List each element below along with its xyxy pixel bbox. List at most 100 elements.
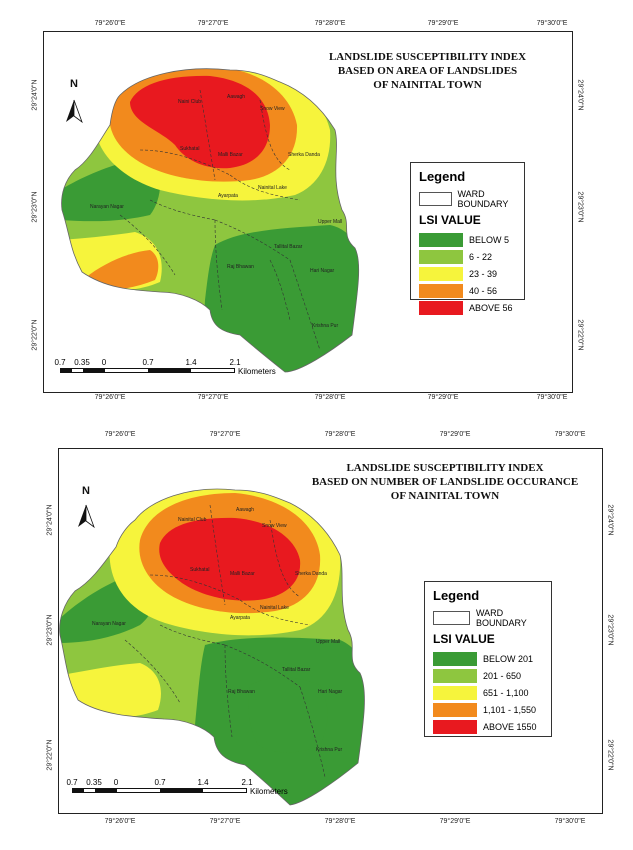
susceptibility-map-occurrence: Nainital Club Aawagh Snow View Sukhatal … — [59, 488, 365, 806]
place-label: Krishna Pur — [316, 747, 342, 753]
place-label: Narayan Nagar — [90, 204, 124, 210]
lon-tick: 79°27'0"E — [197, 394, 229, 401]
legend-boundary-row: WARD BOUNDARY — [433, 607, 543, 628]
place-label: Hari Nagar — [318, 689, 343, 695]
north-label: N — [82, 485, 90, 497]
legend-swatch — [419, 300, 463, 315]
scale-label: 2.1 — [229, 358, 241, 367]
scale-label: 2.1 — [241, 778, 253, 787]
place-label: Krishna Pur — [312, 323, 338, 329]
lsi-zone-651-1100 — [62, 663, 161, 718]
lon-tick: 79°26'0"E — [94, 20, 126, 27]
legend-title: Legend — [419, 169, 466, 184]
place-label: Snow View — [262, 523, 287, 529]
scale-label: 0.7 — [154, 778, 166, 787]
legend-class-row: 23 - 39 — [419, 265, 516, 282]
legend-swatch — [433, 651, 477, 666]
place-label: Sherka Danda — [288, 152, 320, 158]
place-label: Raj Bhawan — [228, 689, 255, 695]
legend-value-title: LSI VALUE — [419, 213, 481, 227]
place-label: Hari Nagar — [310, 268, 335, 274]
legend-class-row: 201 - 650 — [433, 667, 543, 684]
ward-boundary-swatch — [433, 610, 470, 625]
scale-label: 0 — [101, 358, 107, 367]
place-label: Sukhatal — [190, 567, 209, 573]
legend-swatch — [419, 232, 463, 247]
place-label: Tallital Bazar — [282, 667, 311, 673]
legend-class-label: 23 - 39 — [469, 268, 498, 279]
place-label: Narayan Nagar — [92, 621, 126, 627]
north-label: N — [70, 78, 78, 90]
map-legend: Legend WARD BOUNDARY LSI VALUE BELOW 5 6… — [410, 162, 525, 315]
lon-tick: 79°27'0"E — [197, 20, 229, 27]
legend-class-label: ABOVE 56 — [469, 302, 513, 313]
place-label: Naini Club — [178, 99, 201, 105]
lon-tick: 79°28'0"E — [314, 20, 346, 27]
ward-boundary-swatch — [419, 191, 452, 206]
place-label: Nainital Lake — [260, 605, 289, 611]
scale-label: 0.35 — [74, 358, 90, 367]
legend-boundary-label: WARD BOUNDARY — [475, 607, 527, 628]
scale-label: 0.7 — [142, 358, 154, 367]
lon-tick: 79°29'0"E — [427, 394, 459, 401]
lon-tick: 79°27'0"E — [209, 431, 241, 438]
scale-label: 1.4 — [185, 358, 197, 367]
legend-title: Legend — [433, 588, 480, 603]
lon-tick: 79°30'0"E — [554, 818, 586, 825]
legend-boundary-row: WARD BOUNDARY — [419, 189, 516, 209]
lon-tick: 79°26'0"E — [104, 818, 136, 825]
legend-swatch — [419, 266, 463, 281]
place-label: Aawagh — [227, 94, 245, 100]
lon-tick: 79°28'0"E — [324, 818, 356, 825]
place-label: Malli Bazar — [230, 571, 255, 577]
lsi-zone-40-56 — [85, 250, 159, 291]
lon-tick: 79°30'0"E — [554, 431, 586, 438]
lon-tick: 79°26'0"E — [94, 394, 126, 401]
legend-class-row: ABOVE 1550 — [433, 718, 543, 735]
map-legend: Legend WARD BOUNDARY LSI VALUE BELOW 201… — [424, 581, 552, 737]
scale-label: 0 — [113, 778, 119, 787]
legend-class-label: 6 - 22 — [469, 251, 493, 262]
title-line: LANDSLIDE SUSCEPTIBILITY INDEX — [328, 51, 527, 63]
legend-swatch — [419, 249, 463, 264]
place-label: Upper Mall — [318, 219, 342, 225]
scale-label: 0.7 — [66, 778, 78, 787]
map-panel-occurrence-based: 79°26'0"E 79°27'0"E 79°28'0"E 79°29'0"E … — [0, 425, 633, 850]
place-label: Snow View — [260, 106, 285, 112]
legend-class-label: 40 - 56 — [469, 285, 498, 296]
title-line: LANDSLIDE SUSCEPTIBILITY INDEX — [346, 462, 544, 474]
scale-bar: 0.7 0.35 0 0.7 1.4 2.1 Kilometers — [54, 358, 275, 376]
title-line: BASED ON AREA OF LANDSLIDES — [337, 65, 518, 77]
place-label: Ayarpata — [218, 193, 238, 199]
legend-class-label: 1,101 - 1,550 — [483, 704, 537, 715]
north-arrow-icon — [78, 504, 95, 529]
legend-class-row: BELOW 5 — [419, 231, 516, 248]
title-line: OF NAINITAL TOWN — [373, 79, 482, 91]
north-arrow-icon — [66, 99, 83, 124]
legend-class-label: 201 - 650 — [483, 670, 522, 681]
place-label: Tallital Bazar — [274, 244, 303, 250]
ward-boundaries — [119, 89, 321, 351]
place-label: Malli Bazar — [218, 152, 243, 158]
scale-label: 0.35 — [86, 778, 102, 787]
lsi-zone-above-1550 — [159, 517, 301, 601]
legend-class-row: 40 - 56 — [419, 282, 516, 299]
place-label: Aawagh — [236, 507, 254, 513]
lon-tick: 79°28'0"E — [324, 431, 356, 438]
lon-tick: 79°29'0"E — [427, 20, 459, 27]
legend-swatch — [433, 668, 477, 683]
lsi-zone-above-56 — [130, 75, 270, 169]
lon-tick: 79°29'0"E — [439, 431, 471, 438]
map-title: LANDSLIDE SUSCEPTIBILITY INDEX BASED ON … — [300, 461, 590, 503]
place-label: Nainital Lake — [258, 185, 287, 191]
title-line: OF NAINITAL TOWN — [390, 490, 500, 502]
legend-swatch — [419, 283, 463, 298]
lsi-zone-below-201 — [248, 677, 328, 753]
lon-tick: 79°26'0"E — [104, 431, 136, 438]
legend-value-title: LSI VALUE — [433, 632, 495, 646]
legend-class-label: ABOVE 1550 — [483, 721, 537, 732]
scale-unit: Kilometers — [250, 787, 288, 796]
scale-label: 1.4 — [197, 778, 209, 787]
legend-class-row: 6 - 22 — [419, 248, 516, 265]
map-panel-area-based: 79°26'0"E 79°27'0"E 79°28'0"E 79°29'0"E … — [0, 0, 633, 420]
